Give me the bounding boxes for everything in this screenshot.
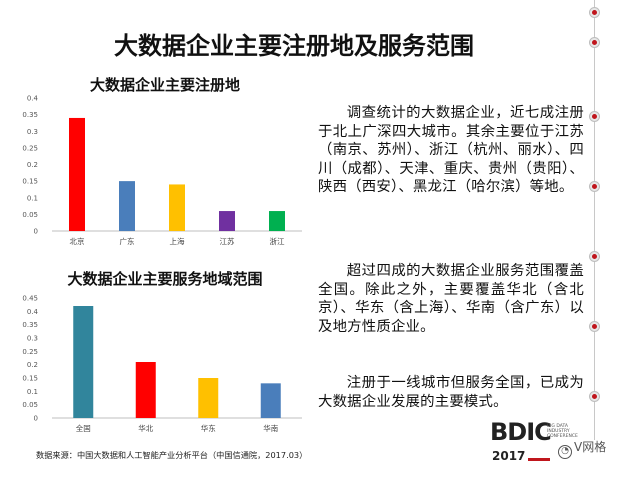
paragraph-conclusion: 注册于一线城市但服务全国，已成为大数据企业发展的主要模式。	[318, 375, 584, 410]
registration-chart: 0 0.05 0.1 0.15 0.2 0.25 0.3 0.35 0.4 北京 广东 上海 江苏 浙江	[22, 95, 302, 246]
category-label: 全国	[76, 423, 91, 433]
logo-text: BDIC	[490, 418, 552, 446]
category-label: 浙江	[270, 236, 285, 246]
y-tick-label: 0.25	[22, 348, 38, 356]
bar-北京	[69, 117, 85, 231]
timeline-rail	[594, 0, 595, 440]
category-label: 华北	[138, 423, 153, 433]
y-tick-label: 0.2	[27, 361, 38, 369]
category-label: 华东	[201, 423, 216, 433]
y-tick-label: 0.05	[22, 211, 38, 219]
timeline-dot	[590, 392, 599, 401]
y-tick-label: 0.4	[27, 95, 39, 103]
chart-title-registration: 大数据企业主要注册地	[89, 76, 240, 94]
y-tick-label: 0.25	[22, 144, 38, 152]
category-label: 广东	[120, 236, 135, 246]
y-tick-label: 0.4	[27, 308, 39, 316]
timeline-dot	[590, 182, 599, 191]
logo-year: 2017	[492, 449, 526, 463]
bar-华东	[198, 378, 219, 418]
bar-华北	[135, 362, 156, 418]
timeline-dot	[590, 112, 599, 121]
y-tick-label: 0.15	[22, 375, 38, 383]
y-tick-label: 0.35	[22, 111, 38, 119]
bar-全国	[73, 306, 94, 418]
wechat-icon: ◔	[558, 445, 572, 459]
y-tick-label: 0.35	[22, 321, 38, 329]
y-tick-label: 0.05	[22, 401, 38, 409]
y-tick-label: 0.3	[27, 335, 38, 343]
category-label: 华南	[263, 423, 278, 433]
bar-华南	[260, 383, 281, 418]
y-tick-label: 0.3	[27, 128, 38, 136]
bar-浙江	[269, 211, 285, 231]
logo-accent-bar	[528, 458, 550, 461]
timeline-dot	[590, 8, 599, 17]
service-chart: 0 0.05 0.1 0.15 0.2 0.25 0.3 0.35 0.4 0.45 全国 华北 华东 华…	[22, 295, 302, 433]
y-tick-label: 0.45	[22, 295, 38, 303]
paragraph-registration: 调查统计的大数据企业，近七成注册于北上广深四大城市。其余主要位于江苏（南京、苏州…	[318, 105, 584, 195]
category-label: 北京	[70, 236, 85, 246]
y-tick-label: 0.1	[27, 388, 38, 396]
y-tick-label: 0	[34, 228, 38, 236]
paragraph-service: 超过四成的大数据企业服务范围覆盖全国。除此之外，主要覆盖华北（含北京）、华东（含…	[318, 263, 584, 335]
bar-江苏	[219, 211, 235, 231]
watermark-text: V网格	[574, 440, 607, 454]
timeline-dot	[590, 322, 599, 331]
chart-title-service: 大数据企业主要服务地域范围	[67, 270, 263, 288]
y-tick-label: 0.1	[27, 194, 38, 202]
logo-subtitle: BIG DATA INDUSTRY CONFERENCE	[547, 424, 578, 439]
watermark: ◔ V网格	[558, 438, 606, 459]
data-source: 数据来源：中国大数据和人工智能产业分析平台（中国信通院，2017.03）	[36, 450, 308, 460]
bar-广东	[119, 181, 135, 231]
bar-上海	[169, 184, 185, 231]
category-label: 江苏	[220, 236, 235, 246]
page-title: 大数据企业主要注册地及服务范围	[114, 32, 474, 60]
timeline-dot	[590, 38, 599, 47]
bdic-logo: BDIC BIG DATA INDUSTRY CONFERENCE 2017	[490, 416, 582, 474]
y-tick-label: 0.15	[22, 178, 38, 186]
timeline-dot	[590, 252, 599, 261]
y-tick-label: 0	[34, 415, 38, 423]
y-tick-label: 0.2	[27, 161, 38, 169]
category-label: 上海	[170, 236, 185, 246]
